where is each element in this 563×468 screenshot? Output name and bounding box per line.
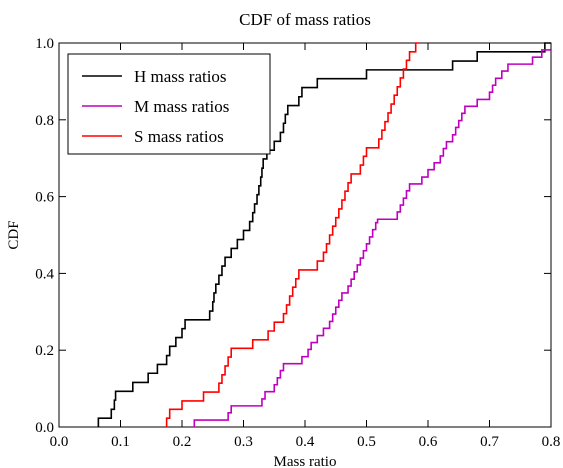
legend-label-2: M mass ratios — [134, 97, 229, 116]
x-tick-label: 0.8 — [542, 434, 561, 450]
ticks-layer: 0.0 0.1 0.2 0.3 0.4 0.5 0.6 0.7 0.8 0.0 0.2 0.4 0.6 0… — [35, 36, 560, 450]
legend-label-1: H mass ratios — [134, 67, 227, 86]
plot-area: 0.0 0.1 0.2 0.3 0.4 0.5 0.6 0.7 0.8 0.0 0.2 0.4 0.6 0… — [35, 36, 560, 450]
x-tick-label: 0.4 — [296, 434, 315, 450]
y-tick-label: 0.2 — [35, 343, 54, 359]
x-tick-label: 0.7 — [480, 434, 499, 450]
x-tick-label: 0.2 — [173, 434, 192, 450]
chart-title: CDF of mass ratios — [239, 10, 371, 29]
x-tick-label: 0.3 — [234, 434, 253, 450]
series-line-2 — [193, 49, 551, 427]
legend-label-3: S mass ratios — [134, 127, 224, 146]
series-line-3 — [165, 42, 419, 427]
legend-box — [67, 53, 271, 155]
y-tick-label: 0.6 — [35, 190, 54, 206]
x-tick-label: 0.5 — [357, 434, 376, 450]
x-axis-label: Mass ratio — [274, 454, 337, 468]
legend: H mass ratios M mass ratios S mass ratios — [67, 53, 271, 155]
x-tick-label: 0.1 — [111, 434, 130, 450]
y-tick-label: 0.8 — [35, 113, 54, 129]
y-tick-label: 0.0 — [35, 420, 54, 436]
x-tick-label: 0.0 — [50, 434, 69, 450]
series-layer — [97, 42, 551, 427]
x-tick-label: 0.6 — [419, 434, 438, 450]
y-tick-label: 1.0 — [35, 36, 54, 52]
series-line-1 — [97, 42, 551, 427]
y-tick-label: 0.4 — [35, 266, 54, 282]
y-axis-label: CDF — [6, 220, 22, 249]
